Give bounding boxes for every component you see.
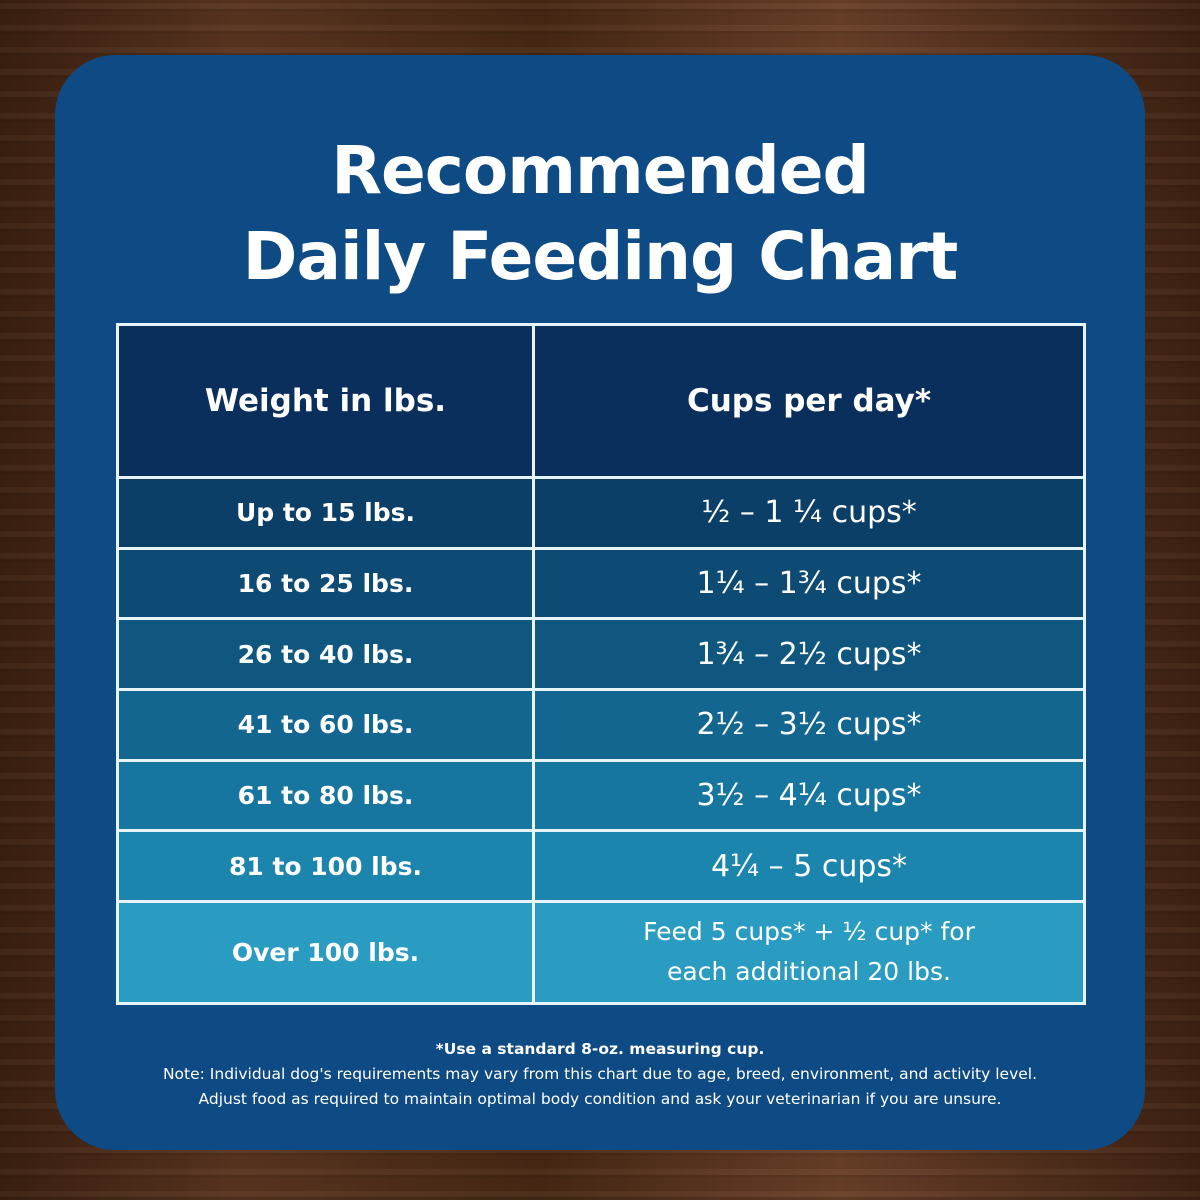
note-line-2: Adjust food as required to maintain opti… (198, 1090, 1002, 1108)
cups-cell: 2½ – 3½ cups* (532, 687, 1086, 762)
cups-cell: 1¾ – 2½ cups* (532, 617, 1086, 691)
header-cups: Cups per day* (532, 323, 1086, 479)
footnote: *Use a standard 8-oz. measuring cup. (435, 1040, 765, 1058)
cups-cell: Feed 5 cups* + ½ cup* for each additional… (532, 899, 1086, 1006)
table-row: 61 to 80 lbs. 3½ – 4¼ cups* (116, 758, 1086, 833)
table-row: 26 to 40 lbs. 1¾ – 2½ cups* (116, 617, 1086, 691)
cups-text: 2½ – 3½ cups* (696, 707, 922, 743)
header-weight: Weight in lbs. (116, 323, 535, 479)
table-row: 41 to 60 lbs. 2½ – 3½ cups* (116, 687, 1086, 762)
page-title: Recommended Daily Feeding Chart (0, 128, 1200, 300)
feeding-table: Weight in lbs. Cups per day* Up to 15 lb… (116, 323, 1086, 1006)
weight-cell: 81 to 100 lbs. (116, 829, 535, 903)
table-header-row: Weight in lbs. Cups per day* (116, 323, 1086, 479)
cups-cell: 1¼ – 1¾ cups* (532, 546, 1086, 621)
cups-text: 4¼ – 5 cups* (710, 848, 908, 884)
note-line-1: Note: Individual dog's requirements may … (162, 1065, 1038, 1083)
cups-text: ½ – 1 ¼ cups* (701, 495, 917, 531)
table-row: 16 to 25 lbs. 1¼ – 1¾ cups* (116, 546, 1086, 621)
title-line-1: Recommended (331, 132, 870, 209)
table-row: Up to 15 lbs. ½ – 1 ¼ cups* (116, 476, 1086, 550)
weight-cell: Up to 15 lbs. (116, 476, 535, 550)
cups-cell: 4¼ – 5 cups* (532, 829, 1086, 903)
weight-cell: Over 100 lbs. (116, 899, 535, 1006)
title-line-2: Daily Feeding Chart (242, 218, 959, 295)
cups-text: Feed 5 cups* + ½ cup* for (643, 917, 975, 947)
cups-cell: ½ – 1 ¼ cups* (532, 476, 1086, 550)
cups-cell: 3½ – 4¼ cups* (532, 758, 1086, 833)
cups-text-2: each additional 20 lbs. (667, 957, 951, 987)
table-row: Over 100 lbs. Feed 5 cups* + ½ cup* for ea… (116, 899, 1086, 1006)
cups-text: 1¼ – 1¾ cups* (696, 565, 922, 601)
cups-text: 3½ – 4¼ cups* (696, 777, 922, 813)
weight-cell: 26 to 40 lbs. (116, 617, 535, 691)
cups-text: 1¾ – 2½ cups* (696, 636, 922, 672)
weight-cell: 41 to 60 lbs. (116, 687, 535, 762)
weight-cell: 61 to 80 lbs. (116, 758, 535, 833)
footer-notes: *Use a standard 8-oz. measuring cup. Not… (0, 1037, 1200, 1112)
weight-cell: 16 to 25 lbs. (116, 546, 535, 621)
table-row: 81 to 100 lbs. 4¼ – 5 cups* (116, 829, 1086, 903)
